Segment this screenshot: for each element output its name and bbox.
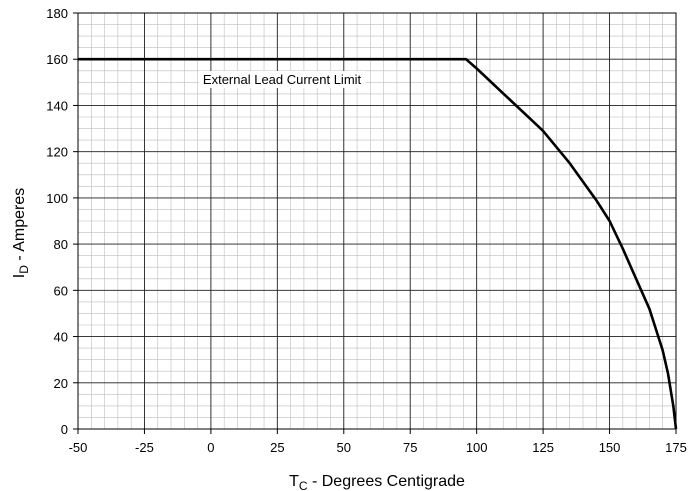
y-tick-label: 140 (46, 98, 68, 113)
y-tick-label: 80 (54, 237, 68, 252)
x-tick-labels: -50 -25 0 25 50 75 100 125 150 175 (69, 429, 687, 455)
x-tick-label: 75 (403, 440, 417, 455)
annotation-external-lead-current-limit: External Lead Current Limit (203, 72, 362, 87)
x-axis-title-rest: - Degrees Centigrade (308, 473, 466, 490)
x-axis-title-main: T (289, 473, 299, 490)
y-axis-title-subscript: D (17, 265, 31, 274)
y-tick-label: 120 (46, 145, 68, 160)
x-tick-label: 50 (337, 440, 351, 455)
plot-frame (77, 12, 677, 430)
y-tick-labels: 0 20 40 60 80 100 120 140 160 180 (46, 6, 78, 437)
x-tick-label: -25 (135, 440, 154, 455)
y-axis-title: ID - Amperes (11, 188, 31, 278)
x-tick-label: 175 (665, 440, 687, 455)
y-tick-label: 40 (54, 330, 68, 345)
series-line-0 (78, 57, 678, 430)
x-tick-label: 125 (532, 440, 554, 455)
y-axis-title-rest: - Amperes (11, 188, 28, 265)
y-tick-label: 100 (46, 191, 68, 206)
x-tick-label: -50 (69, 440, 88, 455)
x-tick-label: 100 (466, 440, 488, 455)
y-axis-title-main: I (11, 274, 28, 278)
x-tick-label: 0 (207, 440, 214, 455)
x-tick-label: 150 (599, 440, 621, 455)
series-layer (78, 57, 678, 430)
y-tick-label: 20 (54, 376, 68, 391)
x-axis-title-subscript: C (299, 479, 308, 491)
minor-grid (77, 12, 677, 430)
x-axis-title: TC - Degrees Centigrade (289, 473, 465, 491)
y-tick-label: 0 (61, 422, 68, 437)
y-tick-label: 60 (54, 283, 68, 298)
y-tick-label: 180 (46, 6, 68, 21)
y-tick-label: 160 (46, 52, 68, 67)
annotation-background (198, 70, 366, 88)
x-tick-label: 25 (270, 440, 284, 455)
